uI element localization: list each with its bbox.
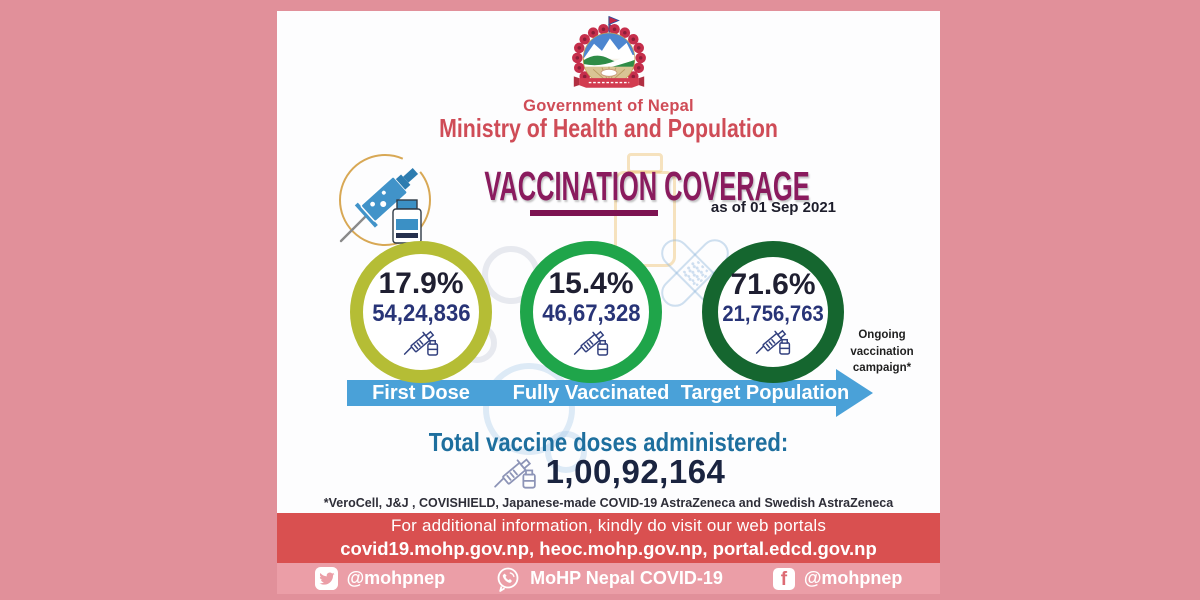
facebook-icon: f <box>772 567 795 590</box>
government-name: Government of Nepal <box>523 97 694 115</box>
twitter-handle[interactable]: @mohpnep <box>314 567 446 590</box>
syringe-icon <box>402 327 440 357</box>
ongoing-campaign-note: Ongoing vaccination campaign* <box>850 329 914 375</box>
timeline-arrow <box>347 380 836 406</box>
label-first-dose: First Dose <box>372 382 470 404</box>
as-of-date: as of 01 Sep 2021 <box>710 199 836 216</box>
stat-circle-target-population: 71.6% 21,756,763 <box>702 241 844 383</box>
title-underline <box>530 210 658 216</box>
vaccine-vial <box>392 199 422 244</box>
stat-circle-fully-vaccinated: 15.4% 46,67,328 <box>520 241 662 383</box>
footer-info-text: For additional information, kindly do vi… <box>390 516 827 535</box>
nepal-emblem <box>572 15 646 88</box>
arrow-head <box>836 369 873 417</box>
viber-icon <box>497 567 519 592</box>
social-label: @mohpnep <box>803 568 903 588</box>
total-doses-label: Total vaccine doses administered: <box>428 427 789 457</box>
stat-count: 46,67,328 <box>541 299 641 327</box>
stat-percent: 15.4% <box>548 266 634 300</box>
footer-portal-links[interactable]: covid19.mohp.gov.np, heoc.mohp.gov.np, p… <box>340 538 877 559</box>
stat-percent: 17.9% <box>378 266 464 300</box>
label-fully-vaccinated: Fully Vaccinated <box>512 382 670 404</box>
ministry-name: Ministry of Health and Population <box>439 113 778 143</box>
total-doses-value: 1,00,92,164 <box>545 453 726 490</box>
facebook-handle[interactable]: f @mohpnep <box>772 567 903 590</box>
social-label: MoHP Nepal COVID-19 <box>530 568 723 588</box>
vaccine-types-footnote: *VeroCell, J&J , COVISHIELD, Japanese-ma… <box>323 496 894 510</box>
label-target-population: Target Population <box>680 382 850 404</box>
footer-info-band: For additional information, kindly do vi… <box>277 513 940 563</box>
syringe-vial-icon <box>339 154 431 246</box>
syringe-icon <box>754 326 792 356</box>
infographic-card: Government of Nepal Ministry of Health a… <box>277 11 940 513</box>
page-title: VACCINATION COVERAGE <box>484 163 810 209</box>
social-label: @mohpnep <box>346 568 446 588</box>
total-doses-row: 1,00,92,164 <box>277 453 940 491</box>
syringe-icon <box>492 454 538 490</box>
stat-percent: 71.6% <box>730 267 816 301</box>
stat-count: 21,756,763 <box>722 300 824 326</box>
stat-count: 54,24,836 <box>371 299 471 327</box>
twitter-icon <box>314 567 338 590</box>
stat-circle-first-dose: 17.9% 54,24,836 <box>350 241 492 383</box>
viber-handle[interactable]: MoHP Nepal COVID-19 <box>495 566 723 592</box>
syringe-icon <box>572 327 610 357</box>
social-media-band: @mohpnep MoHP Nepal COVID-19 f @mohpnep <box>277 563 940 594</box>
